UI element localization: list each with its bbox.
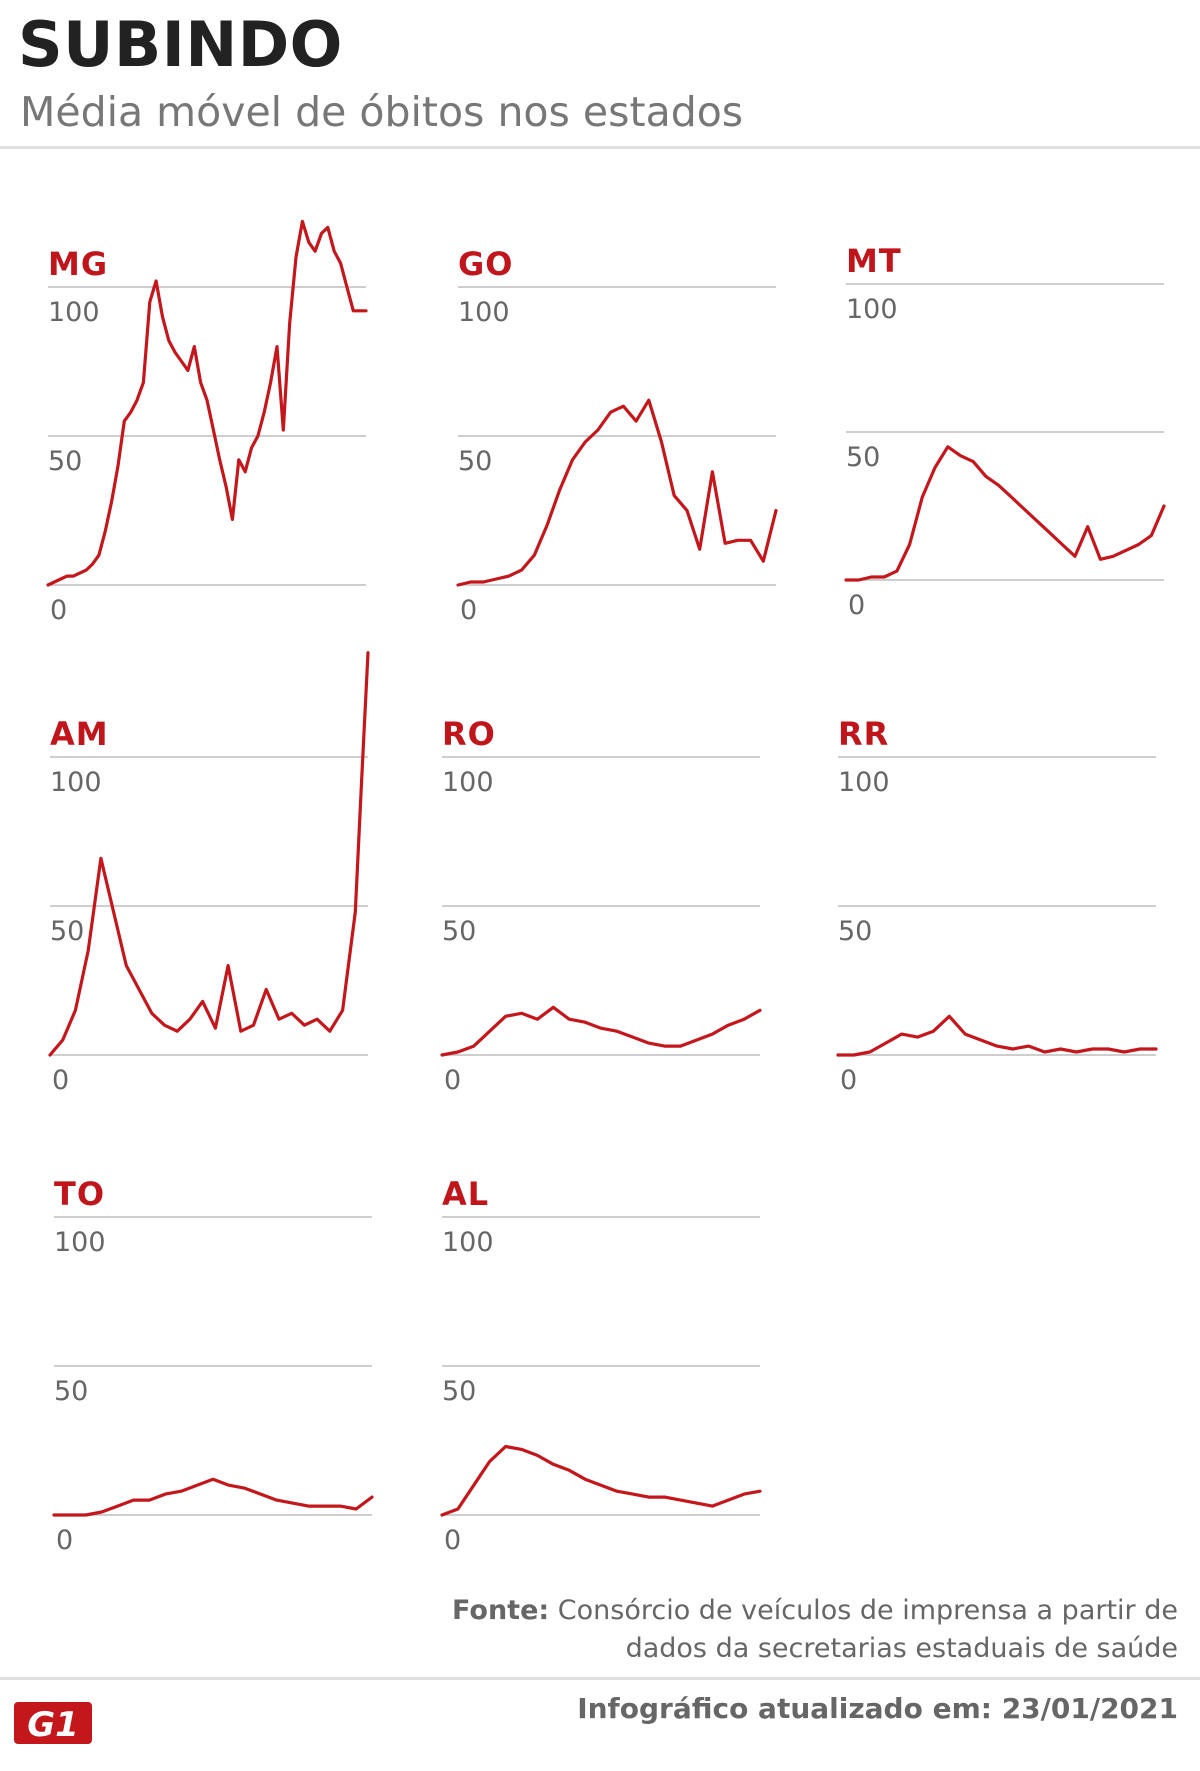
tick-label-100: 100	[838, 767, 890, 798]
chart-go: 0 50 100 GO	[456, 245, 778, 626]
tick-label-50: 50	[838, 916, 872, 947]
series-line	[46, 219, 368, 587]
tick-label-50: 50	[50, 916, 84, 947]
state-label: AM	[50, 715, 109, 753]
tick-label-100: 100	[442, 767, 494, 798]
g1-logo: G1	[14, 1702, 92, 1745]
source-note: Fonte: Consórcio de veículos de imprensa…	[418, 1592, 1178, 1668]
updated-date: Infográfico atualizado em: 23/01/2021	[577, 1692, 1178, 1725]
tick-label-50: 50	[442, 916, 476, 947]
tick-label-100: 100	[50, 767, 102, 798]
tick-label-50: 50	[846, 442, 880, 473]
chart-mt: 0 50 100 MT	[844, 242, 1166, 621]
chart-am: 0 50 100 AM	[48, 651, 370, 1096]
page-title: SUBINDO	[18, 8, 343, 81]
series-line	[844, 445, 1166, 582]
tick-label-0: 0	[52, 1065, 69, 1096]
state-label: RR	[838, 715, 889, 753]
chart-al: 0 50 100 AL	[440, 1175, 762, 1556]
chart-ro: 0 50 100 RO	[440, 715, 762, 1096]
series-line	[440, 1005, 762, 1057]
tick-label-0: 0	[848, 590, 865, 621]
state-label: MG	[48, 245, 108, 283]
tick-label-100: 100	[846, 294, 898, 325]
chart-mg: 0 50 100 MG	[46, 219, 368, 626]
chart-rr: 0 50 100 RR	[836, 715, 1158, 1096]
series-line	[440, 1444, 762, 1517]
tick-label-50: 50	[442, 1376, 476, 1407]
header-divider	[0, 146, 1200, 149]
state-label: RO	[442, 715, 496, 753]
tick-label-0: 0	[56, 1525, 73, 1556]
series-line	[456, 398, 778, 587]
tick-label-50: 50	[54, 1376, 88, 1407]
tick-label-50: 50	[458, 446, 492, 477]
series-line	[48, 651, 370, 1057]
tick-label-50: 50	[48, 446, 82, 477]
footer-divider	[0, 1677, 1200, 1680]
tick-label-100: 100	[458, 297, 510, 328]
tick-label-0: 0	[50, 595, 67, 626]
tick-label-0: 0	[460, 595, 477, 626]
state-label: MT	[846, 242, 902, 280]
series-line	[836, 1014, 1158, 1057]
page-subtitle: Média móvel de óbitos nos estados	[20, 88, 744, 136]
tick-label-100: 100	[442, 1227, 494, 1258]
source-label: Fonte:	[452, 1595, 550, 1626]
g1-logo-text: G1	[27, 1705, 79, 1745]
tick-label-0: 0	[444, 1525, 461, 1556]
state-label: AL	[442, 1175, 489, 1213]
tick-label-0: 0	[840, 1065, 857, 1096]
tick-label-100: 100	[54, 1227, 106, 1258]
state-label: TO	[54, 1175, 105, 1213]
source-text: Consórcio de veículos de imprensa a part…	[557, 1595, 1178, 1664]
series-line	[52, 1477, 374, 1517]
tick-label-0: 0	[444, 1065, 461, 1096]
tick-label-100: 100	[48, 297, 100, 328]
chart-to: 0 50 100 TO	[52, 1175, 374, 1556]
state-label: GO	[458, 245, 513, 283]
